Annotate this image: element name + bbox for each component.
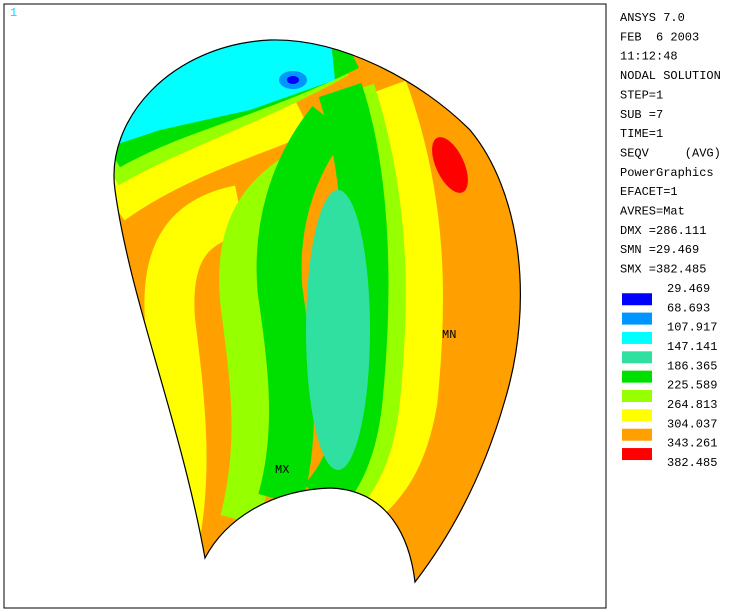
info-line: SMN =29.469 [620, 243, 699, 257]
legend-level: 264.813 [667, 398, 717, 412]
info-line: STEP=1 [620, 88, 663, 102]
info-line: 11:12:48 [620, 50, 678, 64]
legend-swatch [622, 448, 652, 460]
info-line: SEQV (AVG) [620, 146, 721, 160]
info-line: DMX =286.111 [620, 224, 706, 238]
graphics-area: 1 MN MX ANSYS 7.0 FEB 6 2003 11:12:48 NODAL… [0, 0, 751, 612]
legend-level: 304.037 [667, 417, 717, 431]
legend-swatch [622, 351, 652, 363]
legend-level: 29.469 [667, 282, 710, 296]
legend-level: 186.365 [667, 359, 717, 373]
legend-level: 225.589 [667, 379, 717, 393]
min-marker: MN [442, 328, 456, 342]
legend-level: 68.693 [667, 301, 710, 315]
info-line: TIME=1 [620, 127, 663, 141]
legend-level: 147.141 [667, 340, 717, 354]
legend-swatch [622, 409, 652, 421]
legend-level: 107.917 [667, 321, 717, 335]
viewport-number: 1 [10, 6, 17, 20]
legend-swatch [622, 390, 652, 402]
legend-swatch [622, 371, 652, 383]
info-line: AVRES=Mat [620, 205, 685, 219]
legend-swatch [622, 429, 652, 441]
max-marker: MX [275, 463, 289, 477]
legend-level: 382.485 [667, 456, 717, 470]
info-line: FEB 6 2003 [620, 30, 699, 44]
legend-swatch [622, 332, 652, 344]
info-line: NODAL SOLUTION [620, 69, 721, 83]
legend-level: 343.261 [667, 437, 717, 451]
legend-swatch [622, 313, 652, 325]
legend-swatch [622, 293, 652, 305]
info-line: SUB =7 [620, 108, 663, 122]
info-line: PowerGraphics [620, 166, 714, 180]
ansys-window: 1 MN MX ANSYS 7.0 FEB 6 2003 11:12:48 NODAL… [0, 0, 751, 612]
info-line: ANSYS 7.0 [620, 11, 685, 25]
info-line: SMX =382.485 [620, 263, 706, 277]
info-line: EFACET=1 [620, 185, 678, 199]
